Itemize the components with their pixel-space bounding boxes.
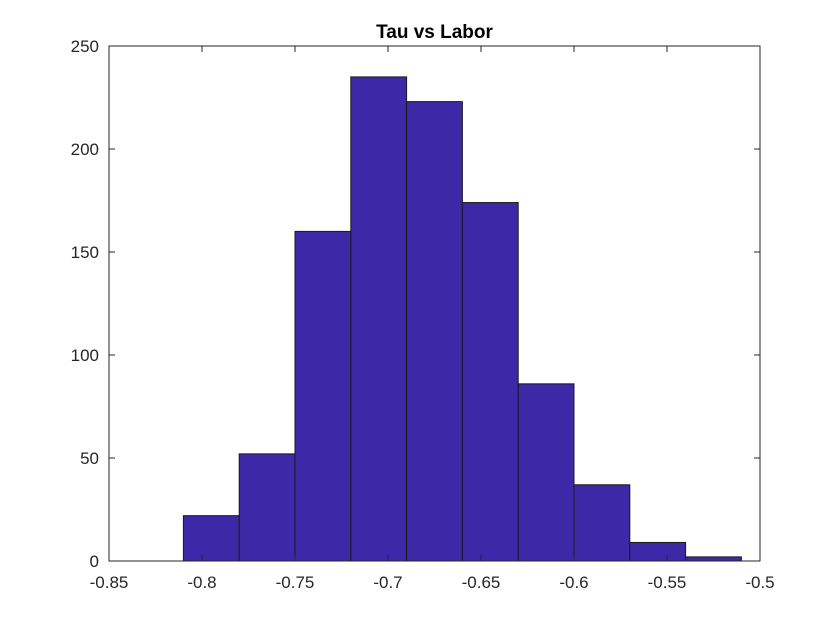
histogram-bar-8 [573,484,631,562]
histogram-bar-10 [685,556,742,562]
chart-title: Tau vs Labor [376,22,493,43]
y-axis-ticks: 0 50 100 150 200 250 [71,37,760,571]
x-axis-ticks: -0.85 -0.8 -0.75 -0.7 -0.65 -0.6 -0.55 -0.5 [90,46,775,592]
histogram-bar-3 [294,230,352,562]
y-tick-label-6: 250 [71,37,99,56]
x-tick-label-1: -0.85 [90,573,129,592]
x-tick-label-8: -0.5 [745,573,774,592]
bars-group [182,76,742,562]
histogram-bar-7 [517,383,575,562]
histogram-bar-9 [629,541,687,562]
x-tick-label-2: -0.8 [187,573,216,592]
y-tick-label-4: 150 [71,243,99,262]
x-tick-label-3: -0.75 [276,573,315,592]
y-tick-label-3: 100 [71,346,99,365]
histogram-bar-5 [406,101,463,562]
x-tick-label-7: -0.55 [648,573,687,592]
y-tick-label-5: 200 [71,140,99,159]
y-tick-label-1: 0 [90,552,99,571]
x-tick-label-4: -0.7 [373,573,402,592]
axes-box [108,45,761,562]
histogram-bar-4 [350,76,408,562]
histogram-bar-1 [182,515,240,562]
histogram-bar-6 [461,202,519,562]
x-tick-label-5: -0.65 [462,573,501,592]
x-tick-label-6: -0.6 [559,573,588,592]
y-tick-label-2: 50 [80,449,99,468]
histogram-bar-2 [238,453,296,562]
